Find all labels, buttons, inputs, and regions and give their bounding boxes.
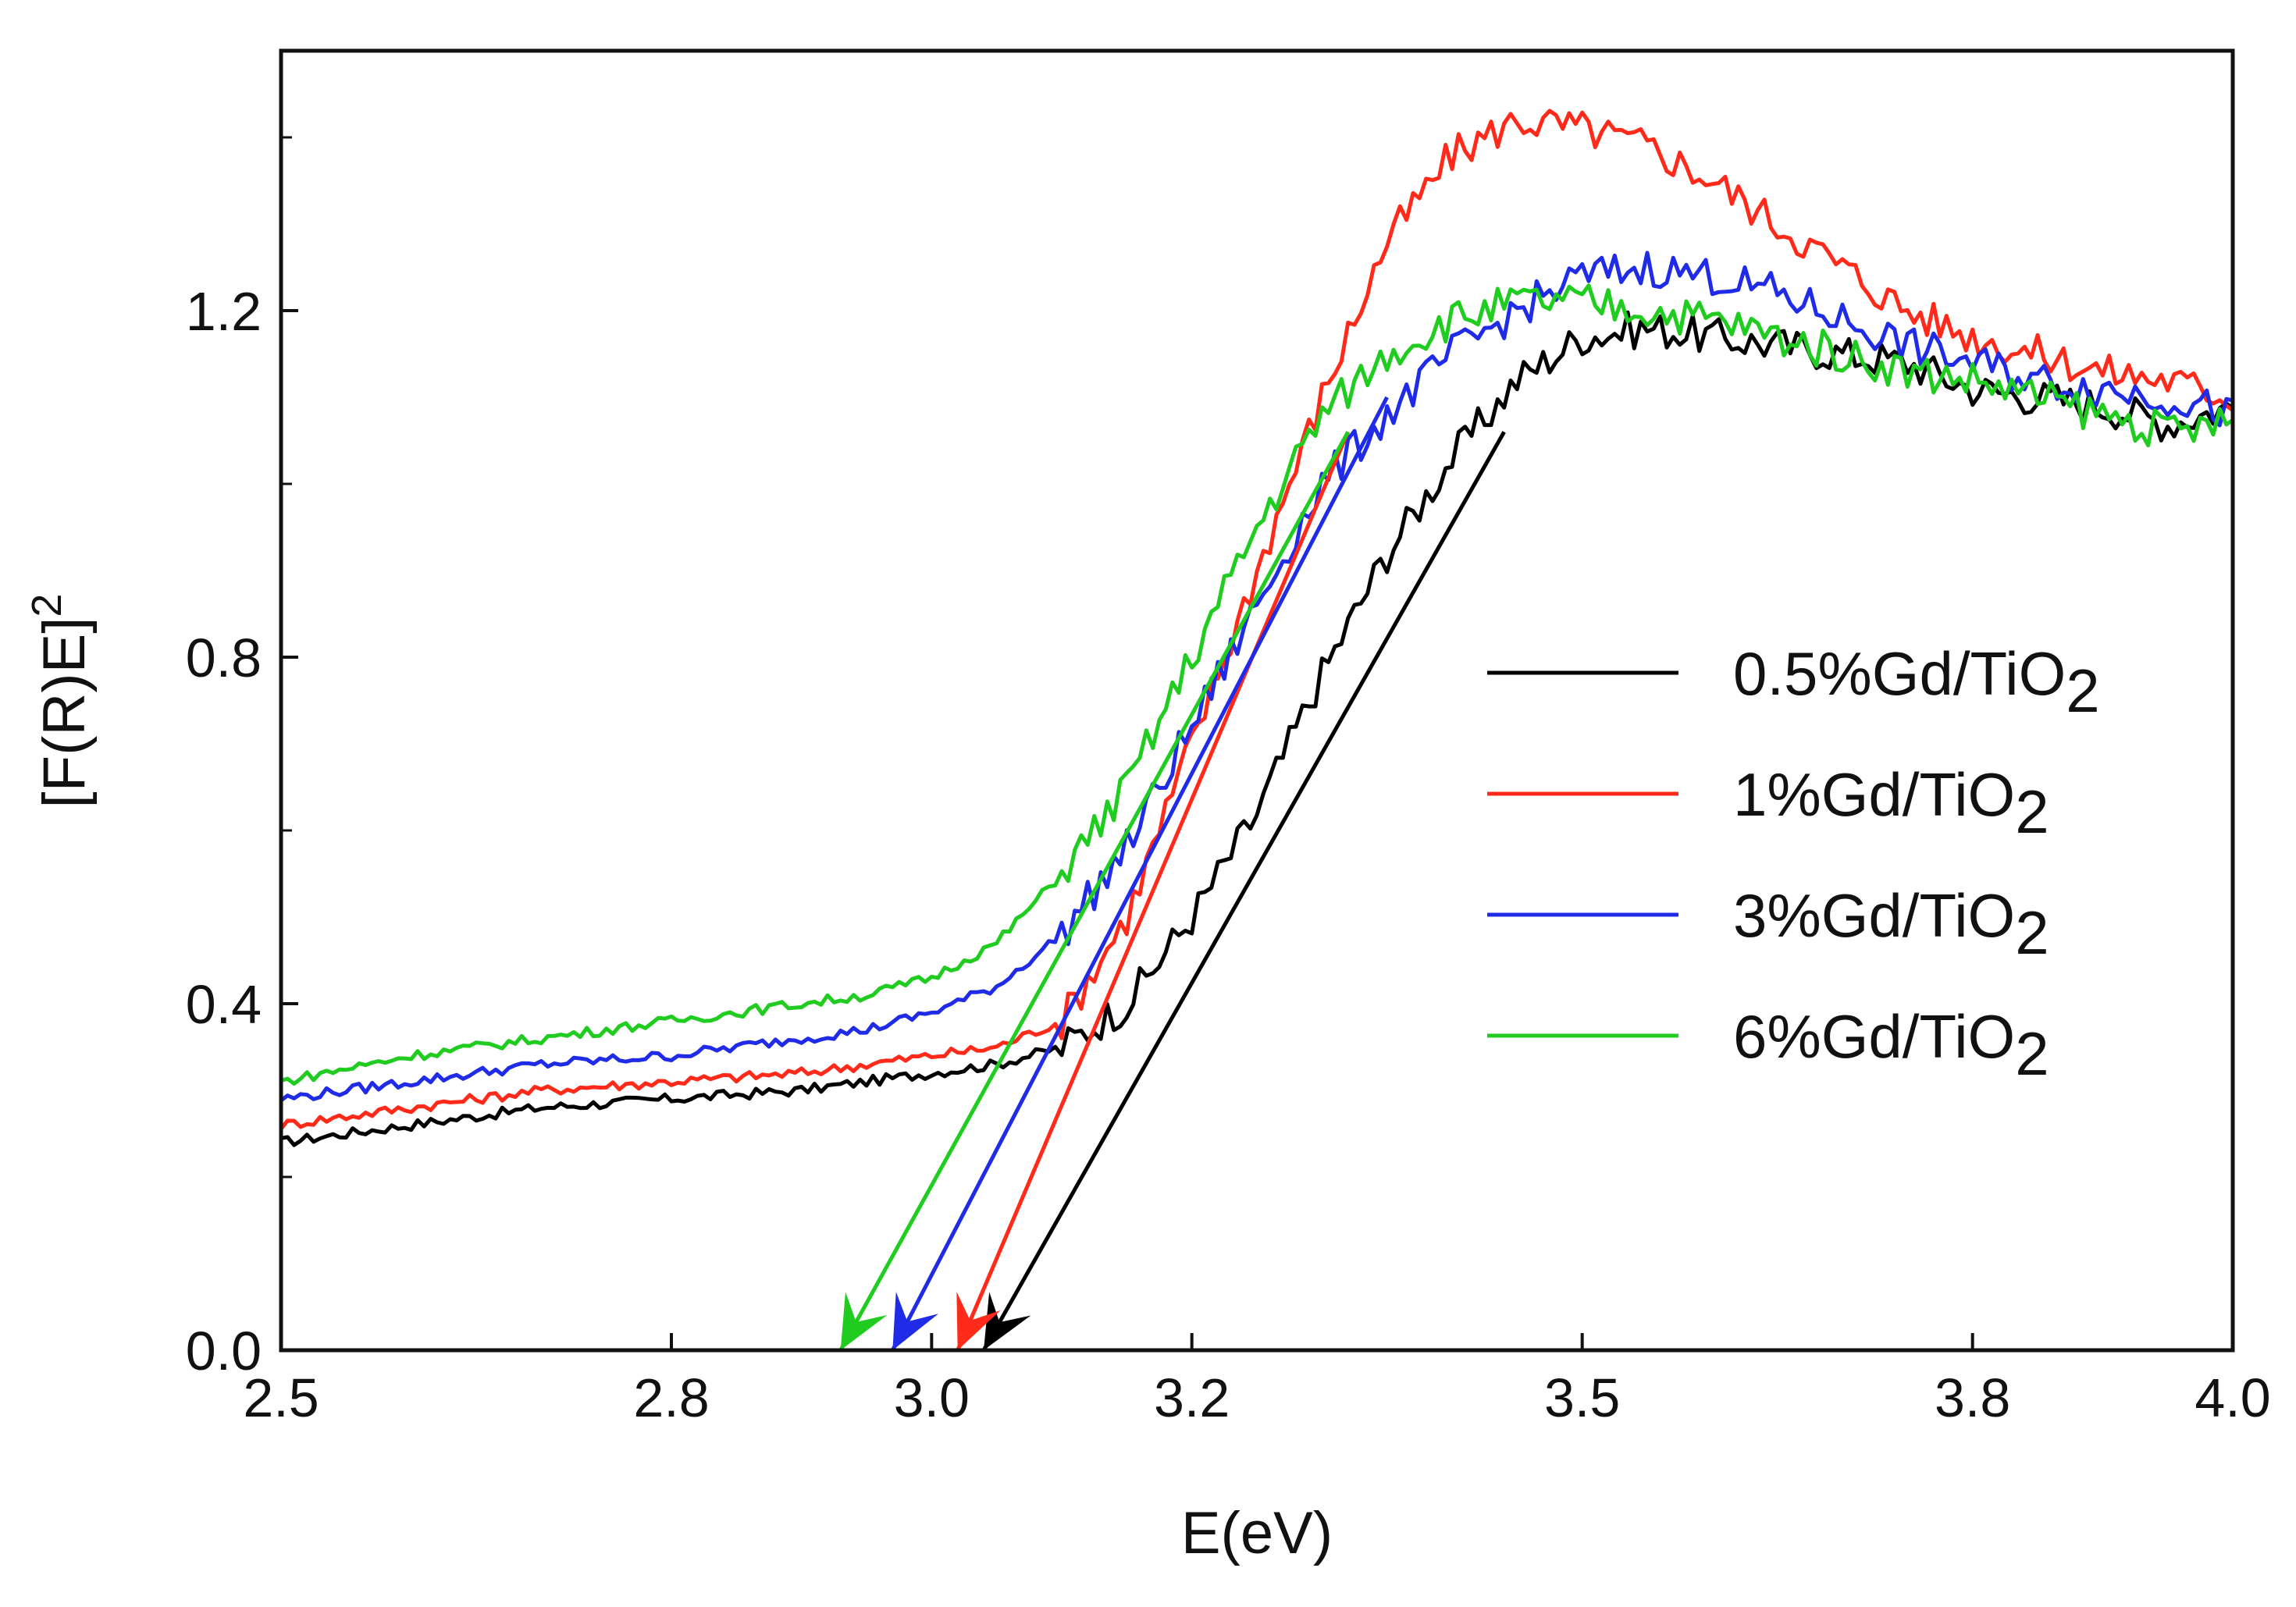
x-tick-label-3: 3.2 [1154, 1367, 1230, 1428]
legend-label-main-1: 1%Gd/TiO [1733, 760, 2015, 829]
legend-label-2: 3%Gd/TiO2 [1733, 881, 2049, 967]
y-tick-label-0: 0.0 [186, 1321, 262, 1381]
tangent-line-3 [838, 431, 1350, 1352]
arrowhead-0 [984, 1292, 1031, 1350]
tangent-line-0 [981, 431, 1506, 1352]
curve-1 [279, 108, 2234, 1130]
legend-label-sub-2: 2 [2015, 898, 2049, 967]
y-axis-ticks: 0.0 0.4 0.8 1.2 [186, 136, 298, 1381]
legend-label-main-3: 6%Gd/TiO [1733, 1002, 2015, 1071]
arrowhead-1 [956, 1292, 1001, 1350]
legend-label-3: 6%Gd/TiO2 [1733, 1002, 2049, 1088]
tangent-line-2 [891, 396, 1389, 1352]
y-axis-title-superscript: 2 [23, 594, 70, 617]
arrowhead-3 [840, 1292, 888, 1350]
tangent-line-1 [956, 431, 1350, 1351]
x-tick-label-6: 4.0 [2195, 1367, 2270, 1428]
y-tick-label-3: 1.2 [186, 281, 262, 342]
x-axis-title: E(eV) [1181, 1500, 1333, 1566]
y-tick-label-2: 0.8 [186, 628, 262, 688]
x-tick-label-2: 3.0 [894, 1367, 970, 1428]
legend-label-sub-3: 2 [2015, 1019, 2049, 1088]
x-tick-label-0: 2.5 [243, 1367, 319, 1428]
x-axis-ticks: 2.5 2.8 3.0 3.2 3.5 3.8 4.0 [243, 1333, 2271, 1428]
arrowhead-2 [892, 1292, 939, 1350]
band-gap-arrows [840, 1292, 1031, 1350]
tangent-lines [838, 396, 1506, 1352]
y-axis-title-main: [F(R)E] [31, 617, 98, 809]
legend-label-sub-0: 2 [2066, 656, 2099, 725]
x-tick-label-4: 3.5 [1544, 1367, 1620, 1428]
x-tick-label-5: 3.8 [1935, 1367, 2010, 1428]
y-tick-label-1: 0.4 [186, 974, 262, 1035]
legend-label-main-2: 3%Gd/TiO [1733, 881, 2015, 950]
x-tick-label-1: 2.8 [633, 1367, 709, 1428]
y-axis-title: [F(R)E]2 [23, 594, 98, 809]
legend-label-0: 0.5%Gd/TiO2 [1733, 639, 2100, 725]
curve-3 [280, 283, 2234, 1086]
legend-label-sub-1: 2 [2015, 777, 2049, 846]
curve-0 [280, 310, 2234, 1147]
curve-2 [279, 251, 2234, 1102]
legend-label-1: 1%Gd/TiO2 [1733, 760, 2049, 846]
data-curves [279, 108, 2234, 1147]
plot-frame [279, 48, 2235, 1353]
legend-label-main-0: 0.5%Gd/TiO [1733, 639, 2066, 708]
